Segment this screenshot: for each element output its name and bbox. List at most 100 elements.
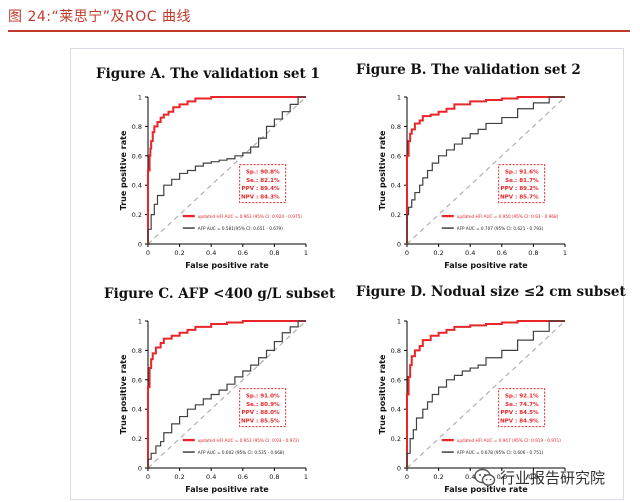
legend-entry: AFP AUC = 0.602 (95% CI: 0.535 - 0.668)	[198, 450, 285, 455]
x-tick-label: 0	[146, 473, 150, 481]
y-tick-label: 0.2	[391, 211, 401, 219]
legend-entry: AFP AUC = 0.581(95% CI: 0.651 - 0.679)	[198, 226, 283, 231]
y-axis-label: True positive rate	[119, 130, 128, 210]
chart-title: Figure C. AFP <400 g/L subset	[104, 286, 336, 302]
y-tick-label: 0	[138, 465, 142, 473]
y-tick-label: 0	[397, 241, 401, 249]
x-tick-label: 0.8	[269, 249, 279, 257]
y-tick-label: 1	[138, 318, 142, 326]
x-tick-label: 0.2	[433, 249, 443, 257]
stats-text: NPV : 85.5%	[241, 419, 280, 425]
stats-box	[498, 388, 546, 428]
x-tick-label: 1	[304, 473, 308, 481]
chart-title: Figure A. The validation set 1	[96, 66, 320, 82]
stats-text: Sp.: 91.6%	[505, 170, 539, 176]
chart-title: Figure D. Nodual size ≤2 cm subset	[356, 284, 627, 300]
stats-text: PPV : 89.2%	[501, 186, 539, 192]
x-axis-label: False positive rate	[185, 261, 269, 270]
x-tick-label: 0	[405, 249, 409, 257]
x-tick-label: 0.2	[433, 473, 443, 481]
y-tick-label: 0.6	[132, 376, 142, 384]
series-line-afp	[406, 96, 565, 244]
legend-entry: updated HFI AUC = 0.950 (95% CI: 0.93 - …	[457, 214, 559, 219]
x-tick-label: 0	[405, 473, 409, 481]
legend-entry: AFP AUC = 0.678 (95% CI: 0.606 - 0.751)	[457, 450, 544, 455]
page-title: 图 24:“莱思宁”及ROC 曲线	[8, 9, 191, 25]
y-tick-label: 0.6	[132, 152, 142, 160]
stats-text: PPV : 89.4%	[242, 186, 280, 192]
x-tick-label: 0.6	[497, 249, 507, 257]
y-tick-label: 0.8	[132, 123, 142, 131]
x-axis-label: False positive rate	[185, 485, 269, 494]
x-tick-label: 1	[304, 249, 308, 257]
stats-box	[239, 164, 287, 204]
stats-text: Se.: 80.9%	[246, 402, 280, 408]
legend-entry: AFP AUC = 0.707 (95% CI: 0.621 - 0.793)	[457, 226, 544, 231]
y-tick-label: 1	[397, 318, 401, 326]
y-tick-label: 0.4	[132, 406, 142, 414]
series-line-updated-hfi	[147, 96, 306, 244]
stats-text: Sp.: 92.1%	[505, 394, 539, 400]
series-line-updated-hfi	[147, 320, 306, 468]
y-tick-label: 0.4	[132, 182, 142, 190]
x-tick-label: 0.8	[528, 249, 538, 257]
x-tick-label: 0.4	[465, 249, 475, 257]
x-tick-label: 0.4	[206, 473, 216, 481]
x-axis-label: False positive rate	[444, 485, 528, 494]
y-axis-label: True positive rate	[378, 354, 387, 434]
y-tick-label: 0.4	[391, 182, 401, 190]
y-axis-label: True positive rate	[378, 130, 387, 210]
x-tick-label: 1	[563, 473, 567, 481]
x-tick-label: 0	[146, 249, 150, 257]
stats-text: PPV : 88.0%	[242, 410, 280, 416]
x-tick-label: 0.6	[497, 473, 507, 481]
stats-text: Se.: 74.7%	[505, 402, 539, 408]
legend-entry: updated HFI AUC = 0.951 (95% CI: 0.93 - …	[198, 438, 300, 443]
series-line-afp	[147, 320, 306, 468]
x-tick-label: 0.4	[465, 473, 475, 481]
stats-text: Sp.: 91.0%	[246, 394, 280, 400]
stats-text: PPV : 84.5%	[501, 410, 539, 416]
stats-box	[498, 164, 546, 204]
stats-text: Se.: 81.7%	[505, 178, 539, 184]
y-tick-label: 0	[397, 465, 401, 473]
stats-text: Sp.: 90.8%	[246, 170, 280, 176]
legend-entry: updated HFI AUC = 0.947 (95% CI: 0.919 -…	[457, 438, 562, 443]
y-tick-label: 0.6	[391, 152, 401, 160]
y-tick-label: 0	[138, 241, 142, 249]
x-tick-label: 0.4	[206, 249, 216, 257]
chart-d: Figure D. Nodual size ≤2 cm subset 0 0.2 0.…	[356, 284, 627, 494]
title-divider	[8, 30, 630, 32]
chart-a: Figure A. The validation set 1 0 0.2 0.4 0.6…	[96, 66, 320, 270]
y-axis-label: True positive rate	[119, 354, 128, 434]
chart-title: Figure B. The validation set 2	[356, 62, 581, 78]
chart-c: Figure C. AFP <400 g/L subset 0 0.2 0.4 0.6 0…	[104, 286, 336, 494]
x-tick-label: 0.6	[238, 473, 248, 481]
stats-box	[239, 388, 287, 428]
wechat-icon	[474, 468, 496, 486]
y-tick-label: 0.4	[391, 406, 401, 414]
y-tick-label: 0.6	[391, 376, 401, 384]
y-tick-label: 1	[397, 94, 401, 102]
x-tick-label: 0.2	[174, 249, 184, 257]
x-tick-label: 1	[563, 249, 567, 257]
y-tick-label: 0.2	[391, 435, 401, 443]
x-tick-label: 0.8	[269, 473, 279, 481]
series-line-updated-hfi	[406, 96, 565, 244]
series-line-afp	[147, 96, 306, 244]
x-tick-label: 0.6	[238, 249, 248, 257]
x-tick-label: 0.8	[528, 473, 538, 481]
chart-b: Figure B. The validation set 2 0 0.2 0.4 0.6…	[356, 62, 581, 270]
y-tick-label: 1	[138, 94, 142, 102]
watermark-text: 行业报告研究院	[500, 469, 606, 487]
y-tick-label: 0.8	[132, 347, 142, 355]
y-tick-label: 0.8	[391, 347, 401, 355]
x-tick-label: 0.2	[174, 473, 184, 481]
series-line-updated-hfi	[406, 320, 565, 468]
y-tick-label: 0.2	[132, 435, 142, 443]
stats-text: NPV : 85.7%	[500, 195, 539, 201]
watermark: 行业报告研究院	[474, 467, 605, 488]
y-tick-label: 0.2	[132, 211, 142, 219]
legend-entry: updated HFI AUC = 0.961 (95% CI: 0.924 -…	[198, 214, 303, 219]
